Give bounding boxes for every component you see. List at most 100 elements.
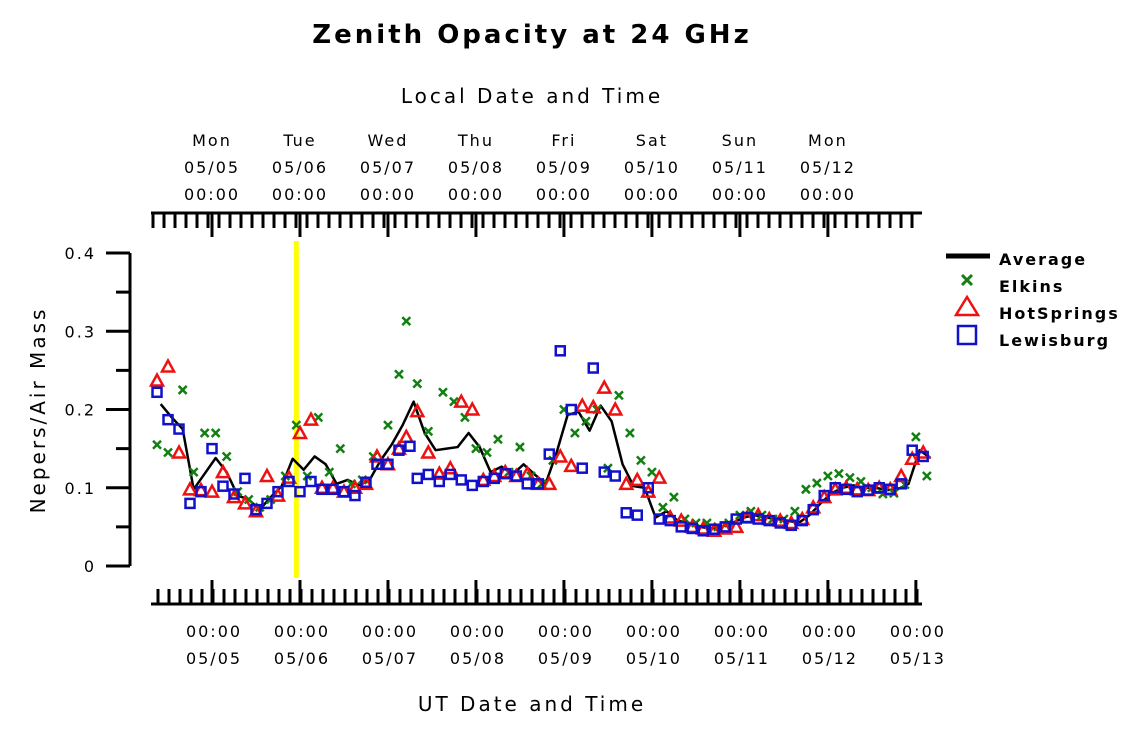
- lewisburg-point: [609, 470, 622, 482]
- elkins-stroke: [515, 442, 525, 452]
- elkins-point: [335, 443, 346, 454]
- lewisburg-point: [840, 483, 852, 496]
- lewisburg-point: [327, 483, 339, 496]
- elkins-point: [658, 502, 668, 513]
- lewisburg-point: [316, 483, 328, 496]
- elkins-stroke: [324, 467, 335, 477]
- hotsprings-point: [772, 512, 789, 527]
- elkins-stroke: [412, 378, 423, 389]
- lewisburg-point: [763, 514, 775, 527]
- lewisburg-point: [785, 519, 797, 532]
- top-tick-time-label: 00:00: [272, 185, 328, 204]
- hotsprings-point: [420, 443, 437, 459]
- bottom-tick-time-label: 00:00: [890, 622, 946, 641]
- elkins-stroke: [383, 420, 393, 431]
- y-tick-label: 0.3: [65, 322, 96, 341]
- lewisburg-point: [862, 484, 874, 496]
- x-axis-title: UT Date and Time: [418, 692, 646, 716]
- elkins-stroke: [910, 432, 921, 442]
- elkins-point: [383, 420, 393, 431]
- elkins-stroke: [291, 420, 302, 431]
- lewisburg-point: [895, 478, 907, 490]
- elkins-stroke: [152, 439, 162, 450]
- hotsprings-point: [486, 467, 503, 483]
- lewisburg-point: [444, 468, 457, 481]
- bottom-tick-time-label: 00:00: [186, 622, 242, 641]
- bottom-tick-date-label: 05/13: [890, 649, 946, 668]
- elkins-point: [669, 492, 679, 503]
- elkins-stroke: [177, 385, 188, 395]
- top-tick-time-label: 00:00: [536, 185, 592, 204]
- lewisburg-point: [620, 507, 633, 519]
- elkins-stroke: [401, 316, 412, 326]
- top-tick-day-label: Sun: [722, 131, 758, 150]
- lewisburg-point: [173, 423, 185, 435]
- elkins-point: [910, 432, 921, 442]
- hotsprings-point: [904, 450, 921, 466]
- bottom-tick-date-label: 05/12: [802, 649, 858, 668]
- hotsprings-point: [453, 393, 470, 408]
- lewisburg-point: [873, 482, 885, 494]
- elkins-stroke: [163, 447, 173, 458]
- hotsprings-point: [706, 522, 723, 538]
- top-axis-title: Local Date and Time: [401, 84, 663, 108]
- elkins-stroke: [834, 468, 844, 479]
- lewisburg-point: [730, 513, 742, 525]
- hotsprings-point: [409, 402, 426, 418]
- bottom-tick-date-label: 05/11: [714, 649, 770, 668]
- lewisburg-point: [818, 489, 830, 502]
- lewisburg-point: [272, 485, 284, 498]
- elkins-stroke: [647, 467, 657, 477]
- top-tick-day-label: Tue: [282, 131, 316, 150]
- legend-elkins-swatch: [960, 273, 974, 287]
- elkins-stroke: [625, 428, 635, 438]
- bottom-tick-date-label: 05/08: [450, 649, 506, 668]
- lewisburg-point: [217, 480, 229, 492]
- elkins-stroke: [438, 387, 448, 398]
- lewisburg-point: [294, 485, 306, 498]
- top-tick-day-label: Mon: [808, 131, 848, 150]
- lewisburg-point: [283, 475, 295, 488]
- hotsprings-point: [893, 467, 910, 483]
- series-lewisburg: [151, 345, 929, 537]
- lewisburg-point: [653, 513, 666, 525]
- top-tick-date-label: 05/05: [184, 158, 240, 177]
- elkins-point: [614, 390, 624, 401]
- hotsprings-point: [431, 465, 448, 480]
- elkins-point: [801, 484, 811, 495]
- hotsprings-point: [717, 519, 734, 535]
- lewisburg-point: [565, 403, 578, 416]
- hotsprings-point: [225, 488, 243, 504]
- lewisburg-point: [477, 475, 490, 488]
- lewisburg-point: [228, 488, 240, 500]
- elkins-point: [221, 451, 232, 462]
- top-tick-day-label: Wed: [368, 131, 409, 150]
- lewisburg-point: [774, 517, 786, 529]
- elkins-point: [823, 471, 833, 481]
- hotsprings-point: [346, 479, 364, 494]
- elkins-stroke: [335, 443, 346, 454]
- lewisburg-point: [752, 513, 764, 525]
- lewisburg-point: [433, 475, 446, 488]
- elkins-point: [324, 467, 335, 477]
- lewisburg-point: [162, 413, 174, 426]
- lewisburg-point: [250, 503, 262, 516]
- elkins-stroke: [188, 467, 199, 477]
- elkins-stroke: [423, 426, 434, 437]
- bottom-tick-time-label: 00:00: [714, 622, 770, 641]
- top-tick-day-label: Mon: [192, 131, 232, 150]
- top-tick-date-label: 05/07: [360, 158, 416, 177]
- elkins-point: [210, 428, 221, 438]
- hotsprings-point: [357, 475, 375, 491]
- elkins-point: [152, 439, 162, 450]
- lewisburg-point: [884, 483, 896, 496]
- bottom-tick-date-label: 05/09: [538, 649, 594, 668]
- hotsprings-point: [442, 459, 459, 475]
- hotsprings-point: [651, 468, 668, 484]
- elkins-stroke: [482, 447, 492, 458]
- elkins-point: [482, 447, 492, 458]
- elkins-stroke: [790, 506, 800, 517]
- lewisburg-point: [239, 472, 251, 485]
- lewisburg-point: [697, 525, 709, 537]
- top-tick-date-label: 05/09: [536, 158, 592, 177]
